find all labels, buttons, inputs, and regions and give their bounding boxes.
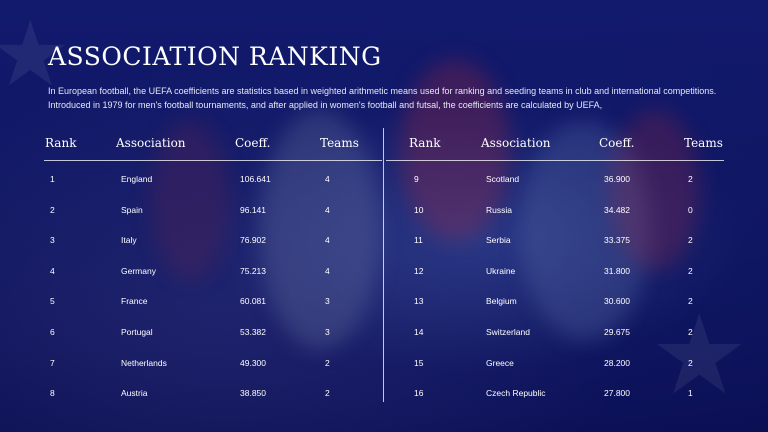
cell-teams: 1 bbox=[688, 388, 693, 398]
cell-rank: 1 bbox=[50, 174, 55, 184]
cell-coeff: 34.482 bbox=[604, 205, 630, 215]
header-teams: Teams bbox=[684, 136, 723, 150]
header-association: Association bbox=[116, 136, 186, 150]
cell-coeff: 75.213 bbox=[240, 266, 266, 276]
cell-association: Ukraine bbox=[486, 266, 516, 276]
cell-rank: 7 bbox=[50, 358, 55, 368]
cell-teams: 2 bbox=[688, 358, 693, 368]
cell-teams: 2 bbox=[688, 296, 693, 306]
cell-association: Germany bbox=[121, 266, 156, 276]
cell-teams: 4 bbox=[325, 205, 330, 215]
intro-paragraph: In European football, the UEFA coefficie… bbox=[48, 84, 738, 112]
cell-association: England bbox=[121, 174, 153, 184]
cell-coeff: 49.300 bbox=[240, 358, 266, 368]
cell-association: France bbox=[121, 296, 148, 306]
cell-teams: 4 bbox=[325, 266, 330, 276]
intro-line: In European football, the UEFA coefficie… bbox=[48, 86, 717, 96]
star-decoration-icon: ★ bbox=[650, 291, 749, 419]
header-rank: Rank bbox=[45, 136, 77, 150]
header-divider bbox=[386, 160, 724, 161]
header-association: Association bbox=[481, 136, 551, 150]
intro-line: Introduced in 1979 for men's football to… bbox=[48, 100, 603, 110]
cell-rank: 16 bbox=[414, 388, 424, 398]
cell-rank: 5 bbox=[50, 296, 55, 306]
cell-teams: 2 bbox=[688, 327, 693, 337]
background-player-shape bbox=[520, 120, 650, 340]
cell-association: Russia bbox=[486, 205, 512, 215]
cell-coeff: 60.081 bbox=[240, 296, 266, 306]
cell-teams: 2 bbox=[688, 235, 693, 245]
cell-rank: 11 bbox=[414, 235, 423, 245]
cell-teams: 2 bbox=[688, 266, 693, 276]
cell-rank: 15 bbox=[414, 358, 424, 368]
background-player-shape bbox=[610, 110, 700, 270]
cell-rank: 8 bbox=[50, 388, 55, 398]
cell-association: Portugal bbox=[121, 327, 153, 337]
cell-rank: 10 bbox=[414, 205, 424, 215]
cell-teams: 2 bbox=[688, 174, 693, 184]
header-rank: Rank bbox=[409, 136, 441, 150]
cell-teams: 2 bbox=[325, 358, 330, 368]
cell-coeff: 30.600 bbox=[604, 296, 630, 306]
cell-coeff: 76.902 bbox=[240, 235, 266, 245]
cell-teams: 0 bbox=[688, 205, 693, 215]
cell-rank: 4 bbox=[50, 266, 55, 276]
cell-rank: 14 bbox=[414, 327, 424, 337]
cell-teams: 3 bbox=[325, 327, 330, 337]
page-title: ASSOCIATION RANKING bbox=[48, 42, 382, 71]
cell-rank: 2 bbox=[50, 205, 55, 215]
cell-association: Scotland bbox=[486, 174, 520, 184]
cell-association: Czech Republic bbox=[486, 388, 546, 398]
cell-association: Serbia bbox=[486, 235, 511, 245]
cell-coeff: 106.641 bbox=[240, 174, 271, 184]
header-coeff: Coeff. bbox=[235, 136, 271, 150]
cell-rank: 13 bbox=[414, 296, 424, 306]
cell-rank: 6 bbox=[50, 327, 55, 337]
star-decoration-icon: ★ bbox=[0, 2, 71, 107]
header-teams: Teams bbox=[320, 136, 359, 150]
cell-rank: 12 bbox=[414, 266, 424, 276]
cell-teams: 4 bbox=[325, 174, 330, 184]
cell-association: Switzerland bbox=[486, 327, 530, 337]
cell-coeff: 31.800 bbox=[604, 266, 630, 276]
cell-teams: 3 bbox=[325, 296, 330, 306]
cell-coeff: 29.675 bbox=[604, 327, 630, 337]
cell-coeff: 38.850 bbox=[240, 388, 266, 398]
background-player-shape bbox=[260, 110, 380, 350]
cell-association: Austria bbox=[121, 388, 148, 398]
cell-coeff: 96.141 bbox=[240, 205, 266, 215]
table-divider bbox=[383, 128, 384, 402]
header-coeff: Coeff. bbox=[599, 136, 635, 150]
background-player-shape bbox=[150, 120, 230, 280]
cell-rank: 9 bbox=[414, 174, 419, 184]
cell-teams: 2 bbox=[325, 388, 330, 398]
cell-association: Spain bbox=[121, 205, 143, 215]
cell-association: Netherlands bbox=[121, 358, 167, 368]
cell-rank: 3 bbox=[50, 235, 55, 245]
cell-association: Belgium bbox=[486, 296, 517, 306]
cell-association: Greece bbox=[486, 358, 514, 368]
cell-coeff: 36.900 bbox=[604, 174, 630, 184]
cell-coeff: 33.375 bbox=[604, 235, 630, 245]
cell-coeff: 28.200 bbox=[604, 358, 630, 368]
cell-teams: 4 bbox=[325, 235, 330, 245]
background-player-shape bbox=[400, 60, 510, 240]
cell-coeff: 27.800 bbox=[604, 388, 630, 398]
cell-association: Italy bbox=[121, 235, 137, 245]
cell-coeff: 53.382 bbox=[240, 327, 266, 337]
header-divider bbox=[44, 160, 382, 161]
